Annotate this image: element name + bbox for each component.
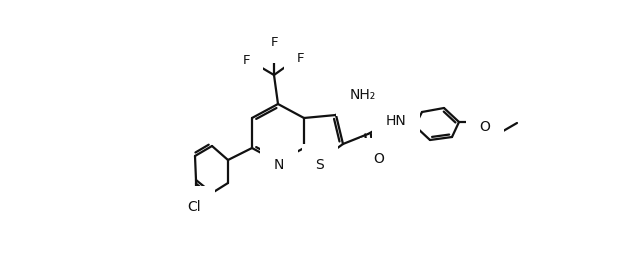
Text: F: F — [243, 53, 250, 66]
Text: N: N — [274, 158, 284, 172]
Text: HN: HN — [386, 114, 406, 128]
Text: NH₂: NH₂ — [350, 88, 376, 102]
Text: O: O — [374, 152, 385, 166]
Text: S: S — [316, 158, 324, 172]
Text: F: F — [270, 36, 278, 49]
Text: F: F — [297, 52, 305, 65]
Text: Cl: Cl — [187, 200, 201, 214]
Text: O: O — [479, 120, 490, 134]
